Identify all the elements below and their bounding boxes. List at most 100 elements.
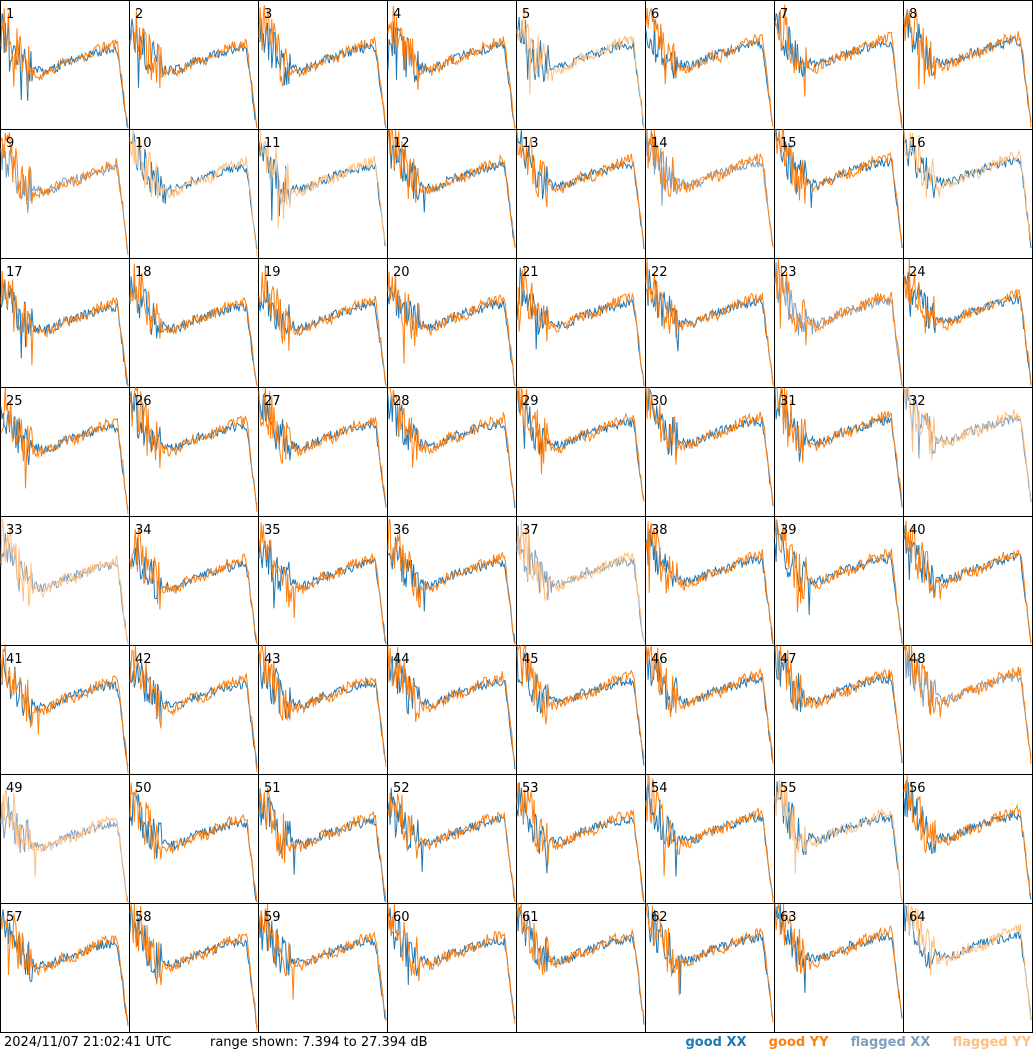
series-xx [0,402,129,510]
panel-29: 29 [516,387,646,517]
panel-label: 1 [6,7,14,22]
series-yy [129,130,258,257]
series-yy [516,129,645,247]
panel-label: 47 [780,652,797,667]
series-yy [774,258,903,387]
series-yy [774,518,903,645]
series-xx [0,13,129,129]
series-yy [387,6,516,129]
panel-26: 26 [129,386,259,517]
panel-61: 61 [516,903,646,1033]
panel-label: 14 [651,136,668,151]
panel-label: 59 [264,910,281,925]
panel-54: 54 [645,774,775,904]
series-xx [258,909,387,1021]
timestamp: 2024/11/07 21:02:41 UTC [4,1035,172,1050]
series-yy [258,903,387,1021]
panel-41: 41 [0,645,130,775]
panel-label: 21 [522,265,539,280]
panel-label: 62 [651,910,668,925]
legend-good-xx: good XX [685,1035,747,1050]
series-yy [774,903,903,1015]
panel-56: 56 [903,774,1033,904]
series-yy [903,129,1032,243]
series-yy [129,645,258,773]
panel-55: 55 [774,774,904,904]
panel-63: 63 [774,903,904,1033]
panel-label: 37 [522,523,539,538]
panel-label: 50 [135,781,152,796]
series-xx [903,10,1032,122]
panel-27: 27 [258,387,388,517]
panel-16: 16 [903,129,1033,259]
panel-label: 49 [6,781,23,796]
panel-51: 51 [258,774,388,904]
panel-label: 40 [909,523,926,538]
panel-label: 61 [522,910,539,925]
panel-label: 58 [135,910,152,925]
panel-13: 13 [516,129,646,259]
panel-label: 6 [651,7,659,22]
series-yy [129,528,258,645]
series-yy [387,645,516,763]
panel-38: 38 [645,516,775,646]
panel-31: 31 [774,386,904,517]
panel-label: 29 [522,394,539,409]
series-xx [387,536,516,645]
series-yy [129,782,258,903]
series-xx [516,525,645,642]
series-yy [0,8,129,129]
panel-48: 48 [903,645,1033,775]
series-xx [645,782,774,899]
panel-35: 35 [258,516,388,646]
panel-8: 8 [903,0,1033,130]
legend-flagged-xx: flagged XX [850,1035,931,1050]
panel-label: 39 [780,523,797,538]
series-yy [0,387,129,515]
series-yy [516,8,645,129]
panel-64: 64 [903,903,1033,1033]
panel-label: 42 [135,652,152,667]
series-yy [645,774,774,903]
panel-label: 53 [522,781,539,796]
panel-label: 32 [909,394,926,409]
series-xx [129,661,258,768]
panel-43: 43 [258,644,388,775]
panel-label: 33 [6,523,23,538]
series-xx [387,21,516,129]
panel-label: 63 [780,910,797,925]
panel-15: 15 [774,129,904,259]
panel-10: 10 [129,129,259,259]
series-yy [645,258,774,386]
series-xx [258,652,387,762]
panel-30: 30 [645,387,775,517]
series-yy [645,903,774,1023]
series-yy [903,645,1032,764]
panel-label: 27 [264,394,281,409]
panel-53: 53 [516,774,646,904]
panel-11: 11 [258,129,388,259]
series-xx [129,276,258,387]
series-yy [129,903,258,1031]
series-yy [258,644,387,768]
panel-24: 24 [903,258,1033,388]
series-yy [387,792,516,903]
series-yy [903,520,1032,644]
panel-44: 44 [387,645,517,775]
series-xx [129,792,258,903]
panel-37: 37 [516,516,646,646]
series-yy [0,645,129,774]
panel-label: 54 [651,781,668,796]
panel-label: 20 [393,265,410,280]
panel-59: 59 [258,903,388,1033]
series-xx [903,272,1032,385]
panel-label: 51 [264,781,281,796]
panel-label: 7 [780,7,788,22]
panel-label: 15 [780,136,797,151]
panel-label: 17 [6,265,23,280]
panel-58: 58 [129,903,259,1033]
series-yy [645,521,774,643]
panel-25: 25 [0,387,130,517]
panel-52: 52 [387,774,517,904]
series-yy [258,522,387,645]
